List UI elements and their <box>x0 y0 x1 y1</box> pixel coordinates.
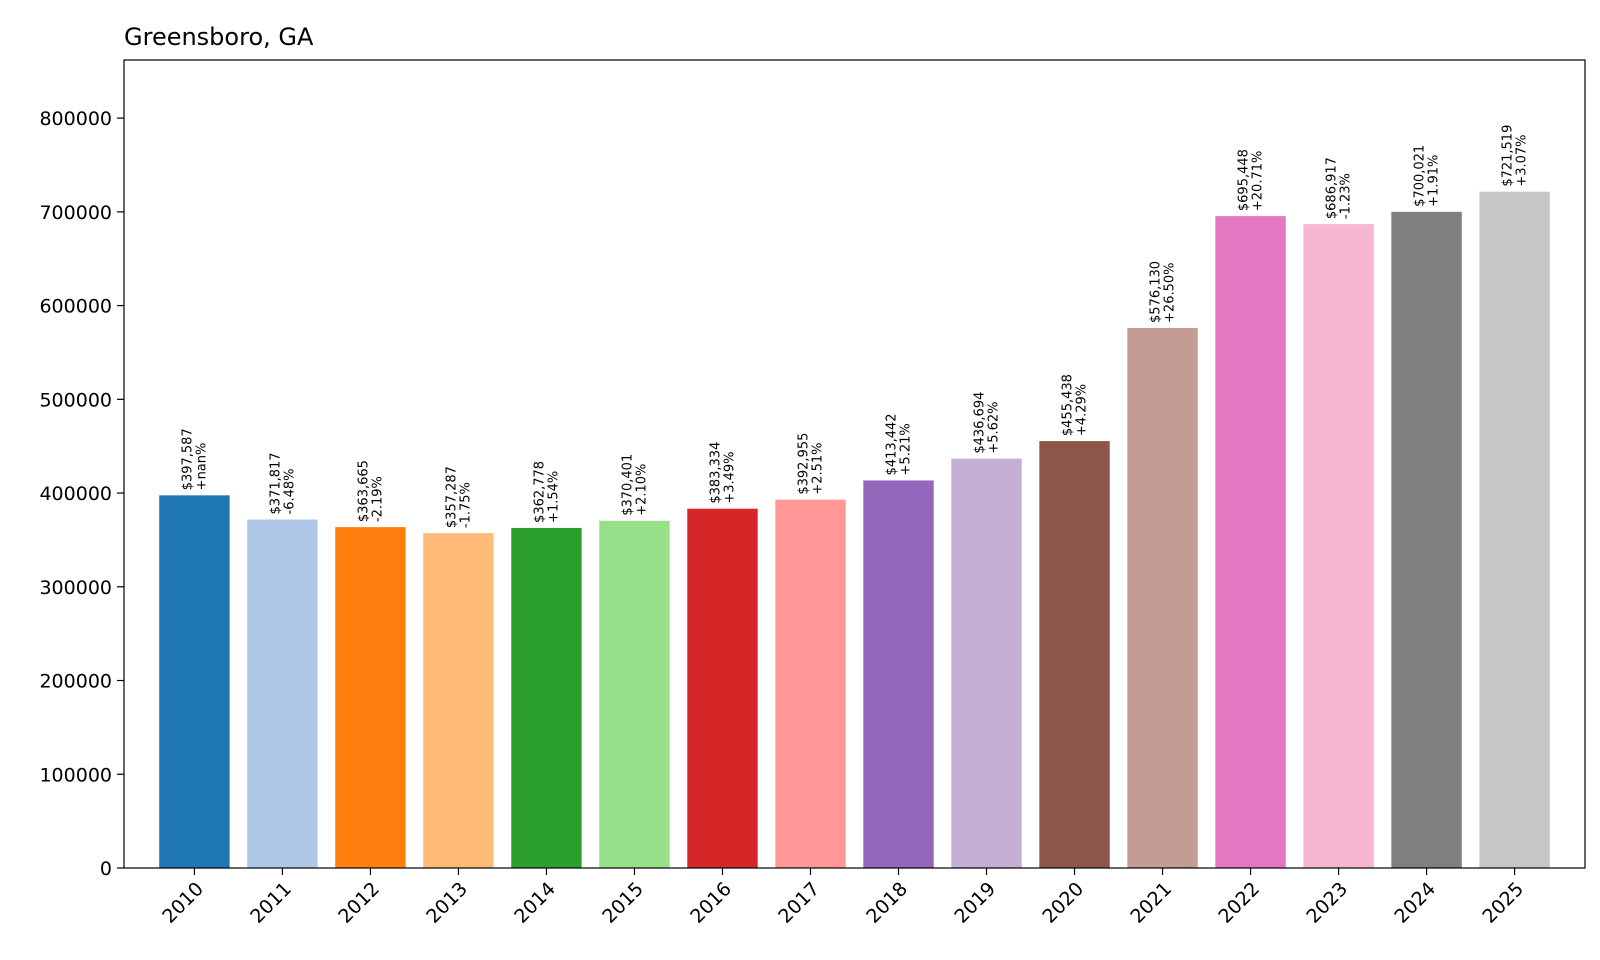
x-tick-label: 2019 <box>950 878 1000 928</box>
y-tick-label: 800000 <box>39 108 112 130</box>
x-tick-label: 2025 <box>1478 878 1528 928</box>
bar-change-label: -1.75% <box>458 482 473 528</box>
bar <box>1039 441 1110 868</box>
bar <box>1215 216 1286 868</box>
bar-value-label: $397,587 <box>180 428 195 490</box>
y-tick-label: 300000 <box>39 577 112 599</box>
plot-frame <box>123 59 1586 869</box>
y-tick-label: 400000 <box>39 483 112 505</box>
bar-value-label: $695,448 <box>1237 149 1252 211</box>
bar-change-label: +1.91% <box>1427 155 1442 207</box>
bar-change-label: +3.07% <box>1515 134 1530 186</box>
bar <box>511 527 582 868</box>
bar-value-label: $363,665 <box>356 460 371 522</box>
y-tick-label: 700000 <box>39 202 112 224</box>
bar-change-label: +5.21% <box>899 423 914 475</box>
x-tick-label: 2014 <box>510 878 560 928</box>
bar <box>775 499 846 868</box>
bar-value-label: $370,401 <box>620 454 635 516</box>
bar <box>1391 211 1462 869</box>
bar <box>599 520 670 868</box>
bar-value-label: $436,694 <box>973 392 988 454</box>
bar-change-label: -2.19% <box>370 476 385 522</box>
y-tick-label: 100000 <box>39 764 112 786</box>
y-tick-label: 200000 <box>39 671 112 693</box>
bar-value-label: $362,778 <box>532 461 547 523</box>
bar <box>247 519 318 868</box>
x-tick-label: 2012 <box>334 878 384 928</box>
bar-value-label: $357,287 <box>444 466 459 528</box>
bar <box>335 527 406 868</box>
x-tick-label: 2010 <box>158 878 208 928</box>
bar-change-label: +1.54% <box>546 471 561 523</box>
bar <box>863 480 934 868</box>
bar-value-label: $383,334 <box>708 442 723 504</box>
bar <box>1303 224 1374 868</box>
bar <box>1127 327 1198 868</box>
x-tick-label: 2018 <box>862 878 912 928</box>
bar-value-label: $392,955 <box>796 433 811 495</box>
x-tick-label: 2021 <box>1126 878 1176 928</box>
y-tick-label: 0 <box>100 858 112 880</box>
x-tick-label: 2022 <box>1214 878 1264 928</box>
y-tick-label: 600000 <box>39 296 112 318</box>
x-tick-label: 2013 <box>422 878 472 928</box>
bar <box>423 533 494 868</box>
bar <box>159 495 230 868</box>
y-tick-label: 500000 <box>39 389 112 411</box>
bar <box>1479 191 1550 869</box>
bar-change-label: +nan% <box>194 443 209 491</box>
bar-change-label: +5.62% <box>987 401 1002 453</box>
bar-value-label: $576,130 <box>1149 261 1164 323</box>
bar-change-label: +3.49% <box>722 451 737 503</box>
bar-value-label: $371,817 <box>268 452 283 514</box>
x-tick-label: 2020 <box>1038 878 1088 928</box>
bar-value-label: $700,021 <box>1413 145 1428 207</box>
x-tick-label: 2024 <box>1390 878 1440 928</box>
bar-value-label: $455,438 <box>1061 374 1076 436</box>
bar <box>951 458 1022 868</box>
bar-change-label: +2.10% <box>634 464 649 516</box>
bar-change-label: -6.48% <box>282 468 297 514</box>
bar-value-label: $686,917 <box>1325 157 1340 219</box>
x-tick-label: 2017 <box>774 878 824 928</box>
bar-change-label: +26.50% <box>1163 262 1178 322</box>
bar-value-label: $413,442 <box>885 413 900 475</box>
bar-value-label: $721,519 <box>1501 125 1516 187</box>
bar <box>687 508 758 868</box>
x-tick-label: 2015 <box>598 878 648 928</box>
bar-change-label: +2.51% <box>810 442 825 494</box>
bar-change-label: +20.71% <box>1251 151 1266 211</box>
x-tick-label: 2011 <box>246 878 296 928</box>
chart-title: Greensboro, GA <box>124 23 314 51</box>
bar-change-label: -1.23% <box>1339 173 1354 219</box>
x-tick-label: 2023 <box>1302 878 1352 928</box>
bar-change-label: +4.29% <box>1075 384 1090 436</box>
plot-area: 0 100000 200000 300000 400000 500000 600000 700… <box>39 59 1586 928</box>
x-tick-label: 2016 <box>686 878 736 928</box>
